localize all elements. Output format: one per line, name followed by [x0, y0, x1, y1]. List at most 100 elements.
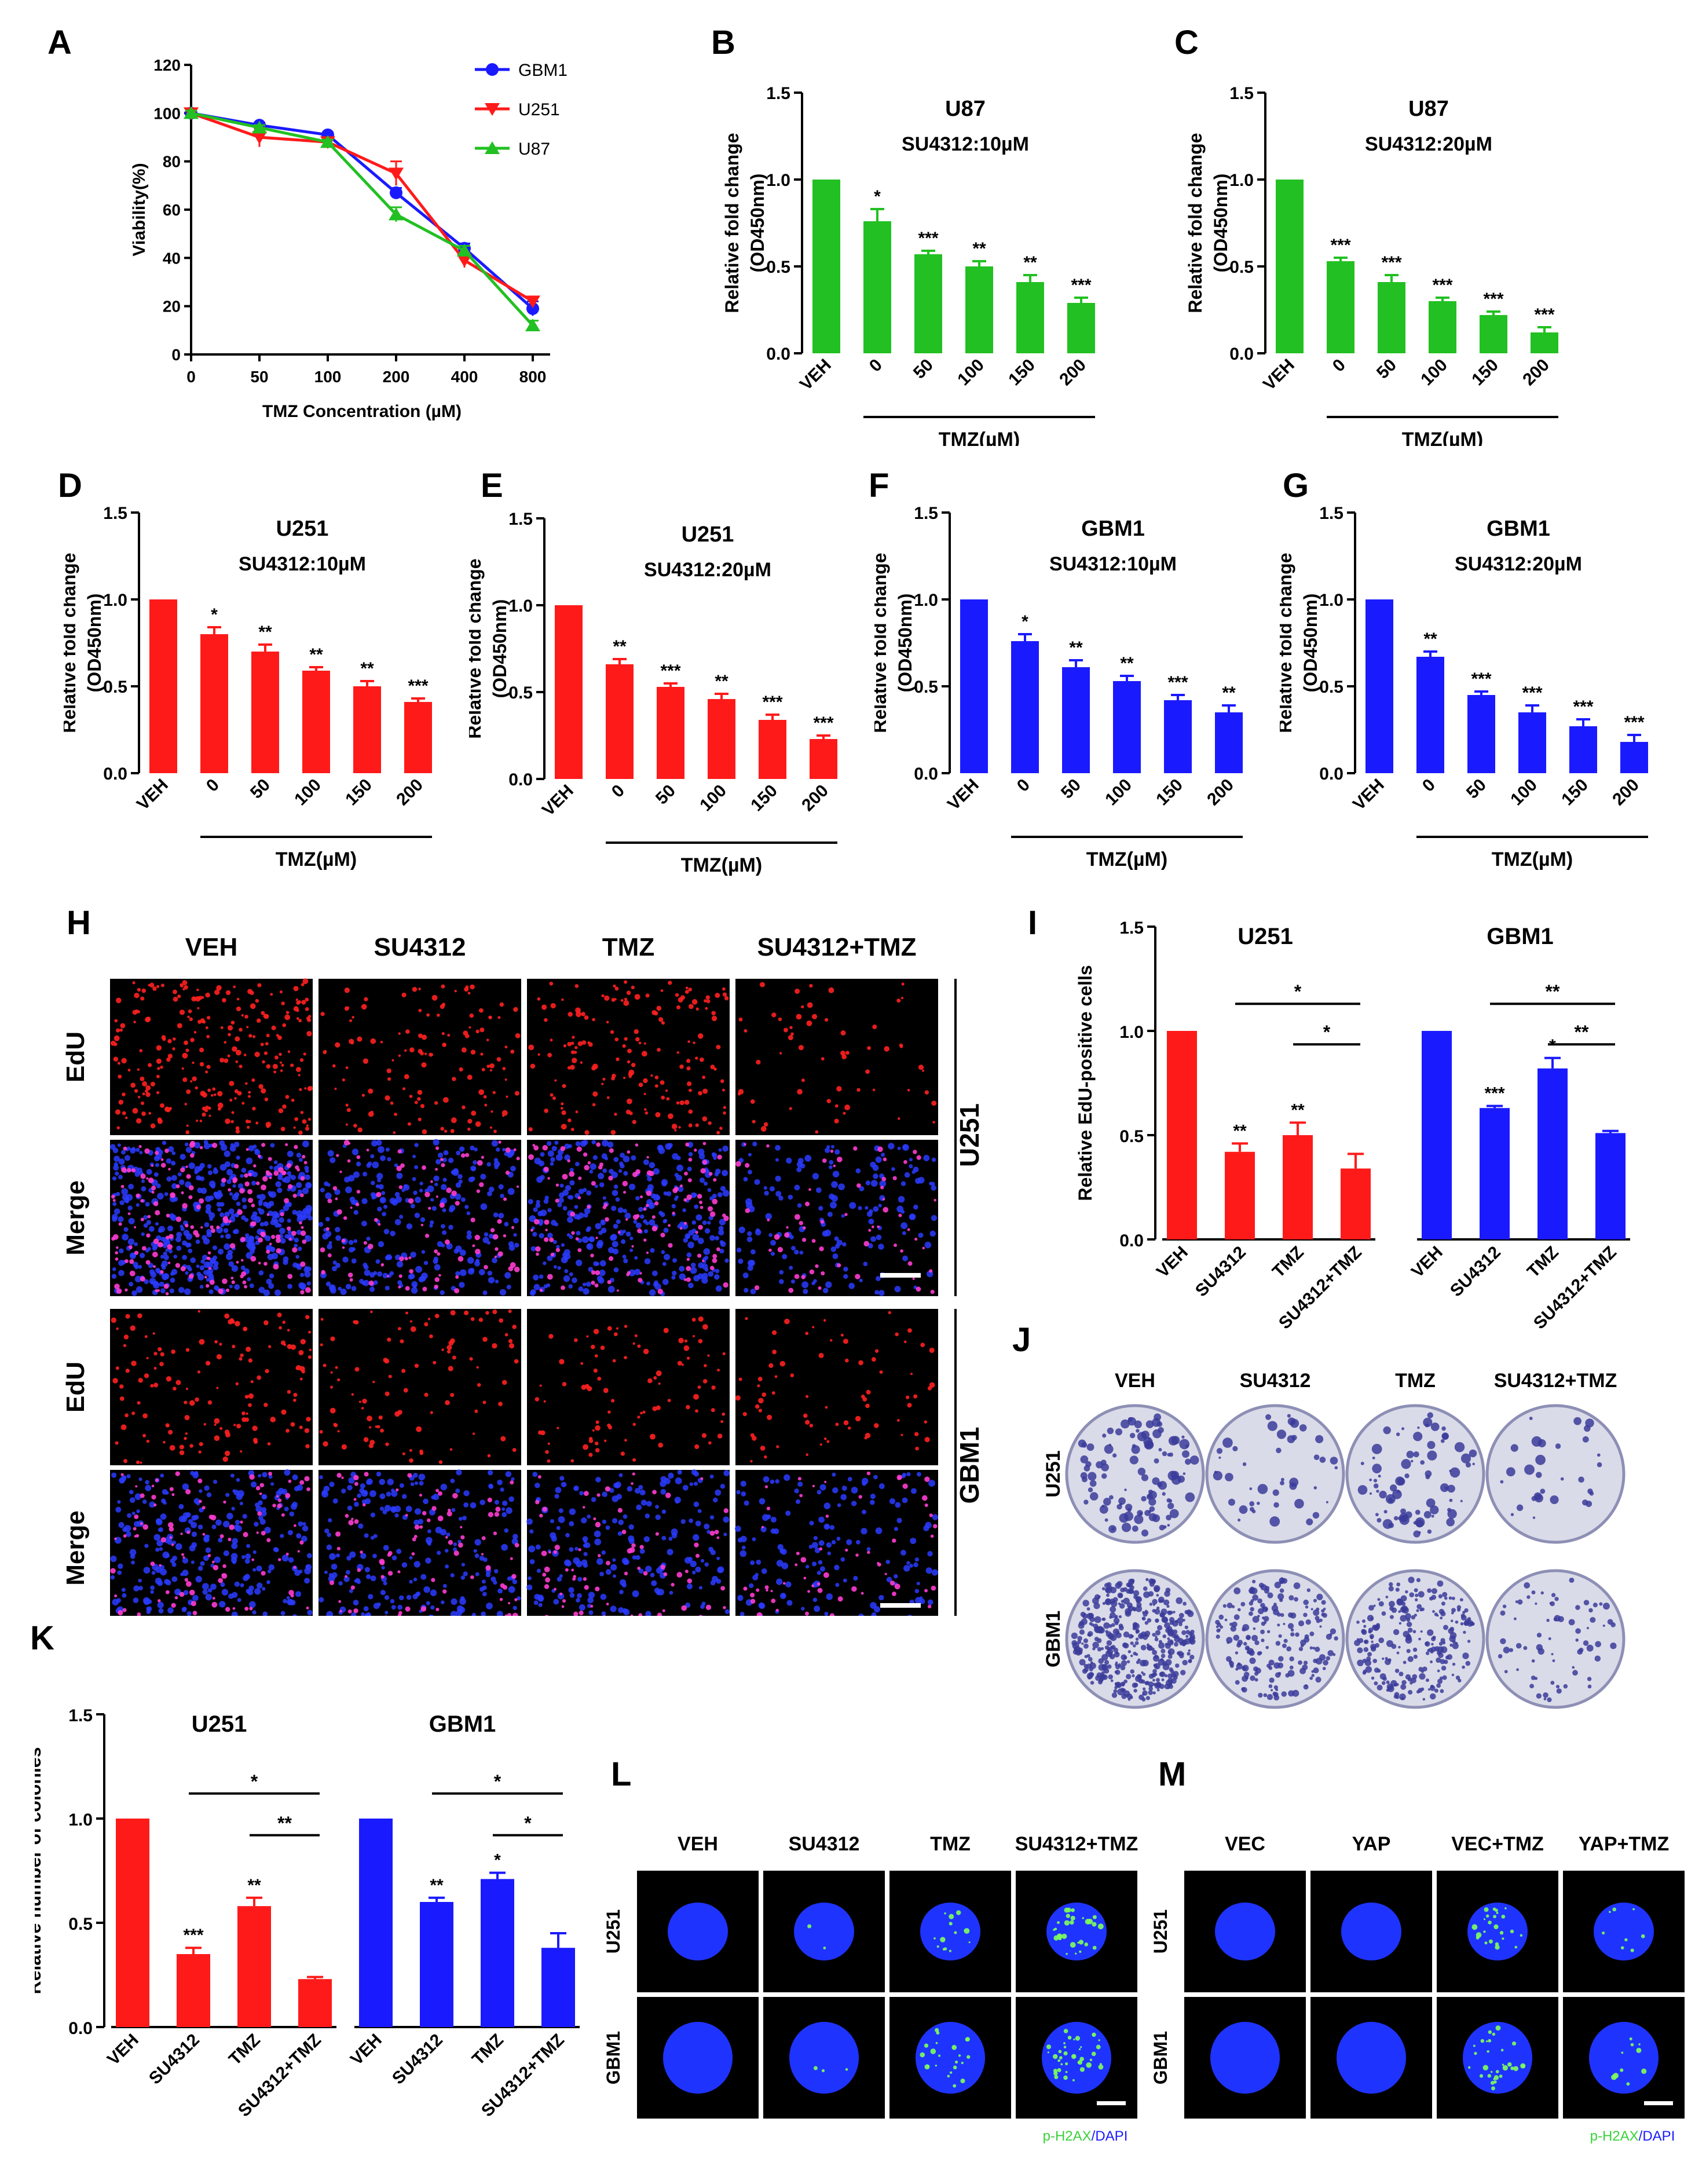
edu-dot — [924, 1589, 928, 1593]
nucleus-dot — [150, 1590, 154, 1594]
nucleus-dot — [617, 1531, 623, 1536]
nucleus-dot — [430, 1198, 434, 1202]
edu-dot — [460, 1153, 466, 1158]
edu-dot — [881, 1177, 887, 1181]
edu-dot — [190, 1225, 195, 1230]
micrograph-tile — [735, 1309, 938, 1465]
nucleus-dot — [777, 1543, 784, 1550]
significance-mark: ** — [309, 645, 323, 664]
nucleus-dot — [632, 1555, 637, 1560]
nucleus-dot — [246, 1252, 252, 1259]
nucleus-dot — [284, 1469, 291, 1476]
nucleus-dot — [831, 1540, 836, 1545]
nucleus-dot — [878, 1594, 884, 1601]
edu-dot — [146, 1016, 151, 1022]
nucleus-dot — [448, 1157, 454, 1164]
edu-dot — [171, 1493, 175, 1497]
x-tick-label: VEH — [133, 775, 172, 814]
edu-dot — [507, 1613, 512, 1616]
edu-dot — [514, 1091, 519, 1096]
edu-dot — [136, 1118, 142, 1124]
edu-dot — [125, 1288, 128, 1292]
edu-dot — [451, 1190, 457, 1197]
nucleus-dot — [334, 1189, 341, 1195]
edu-dot — [707, 1354, 710, 1357]
colony — [1136, 1602, 1142, 1608]
edu-dot — [547, 1459, 551, 1463]
y-tick-label: 1.0 — [68, 1810, 93, 1830]
edu-dot — [440, 1158, 444, 1162]
edu-dot — [247, 1189, 253, 1195]
edu-dot — [368, 1280, 374, 1286]
nucleus-dot — [847, 1477, 852, 1481]
edu-dot — [270, 993, 273, 996]
colony — [1334, 1466, 1338, 1470]
nucleus-dot — [818, 1560, 823, 1565]
nucleus-dot — [377, 1146, 385, 1153]
edu-dot — [658, 1442, 663, 1448]
nucleus-dot — [483, 1557, 488, 1562]
y-axis-label: Relative fold change — [874, 553, 890, 733]
nucleus-dot — [246, 1157, 253, 1165]
colony — [1077, 1640, 1082, 1644]
edu-dot — [468, 1026, 471, 1029]
nucleus-dot — [512, 1534, 518, 1539]
nucleus-dot — [347, 1175, 355, 1182]
nucleus-dot — [211, 1524, 217, 1530]
edu-dot — [871, 1357, 876, 1362]
edu-dot — [750, 1459, 753, 1463]
edu-dot — [929, 1513, 933, 1517]
edu-dot — [661, 1095, 665, 1100]
edu-dot — [444, 1129, 448, 1133]
edu-dot — [246, 1412, 248, 1415]
nucleus-dot — [709, 1196, 714, 1201]
nucleus-dot — [565, 1560, 572, 1567]
nucleus-dot — [602, 1519, 607, 1524]
edu-dot — [137, 1401, 141, 1405]
edu-dot — [323, 1441, 328, 1447]
nucleus-dot — [569, 1521, 574, 1527]
x-tick-label: 0 — [1329, 356, 1349, 376]
edu-dot — [211, 1228, 215, 1233]
edu-dot — [697, 1253, 702, 1258]
edu-dot — [806, 1020, 812, 1026]
nucleus-dot — [687, 1166, 692, 1172]
edu-dot — [337, 1378, 341, 1382]
nucleus-dot — [508, 1241, 514, 1247]
nucleus-dot — [290, 1503, 297, 1510]
edu-dot — [229, 1524, 235, 1530]
edu-dot — [293, 1398, 296, 1402]
nucleus-dot — [561, 1256, 568, 1264]
nucleus-dot — [363, 1606, 369, 1612]
colony — [1425, 1470, 1432, 1477]
colony — [1171, 1633, 1176, 1638]
nucleus-dot — [456, 1469, 462, 1476]
nucleus-dot — [824, 1147, 830, 1153]
nucleus-dot — [924, 1241, 932, 1249]
edu-dot — [405, 1311, 408, 1315]
edu-dot — [568, 1012, 573, 1017]
edu-dot — [565, 1568, 569, 1572]
edu-dot — [539, 1513, 543, 1518]
edu-dot — [712, 1198, 718, 1205]
nucleus-dot — [418, 1473, 426, 1481]
edu-dot — [132, 981, 136, 985]
edu-dot — [398, 1054, 401, 1058]
nucleus-dot — [487, 1271, 493, 1276]
edu-dot — [119, 1028, 123, 1032]
colony — [1088, 1487, 1093, 1492]
edu-dot — [634, 1029, 639, 1034]
nucleus-dot — [306, 1553, 312, 1559]
significance-mark: ** — [360, 659, 374, 678]
nucleus-dot — [613, 1483, 618, 1488]
nucleus-dot — [870, 1236, 876, 1242]
colony — [1257, 1484, 1268, 1494]
colony — [1222, 1437, 1233, 1448]
bar — [1595, 1133, 1626, 1239]
nucleus-dot — [219, 1140, 225, 1146]
edu-dot — [236, 997, 240, 1001]
nucleus-dot — [178, 1179, 185, 1186]
edu-dot — [502, 1114, 505, 1117]
nucleus-dot — [862, 1481, 867, 1486]
nucleus-dot — [687, 1241, 694, 1249]
